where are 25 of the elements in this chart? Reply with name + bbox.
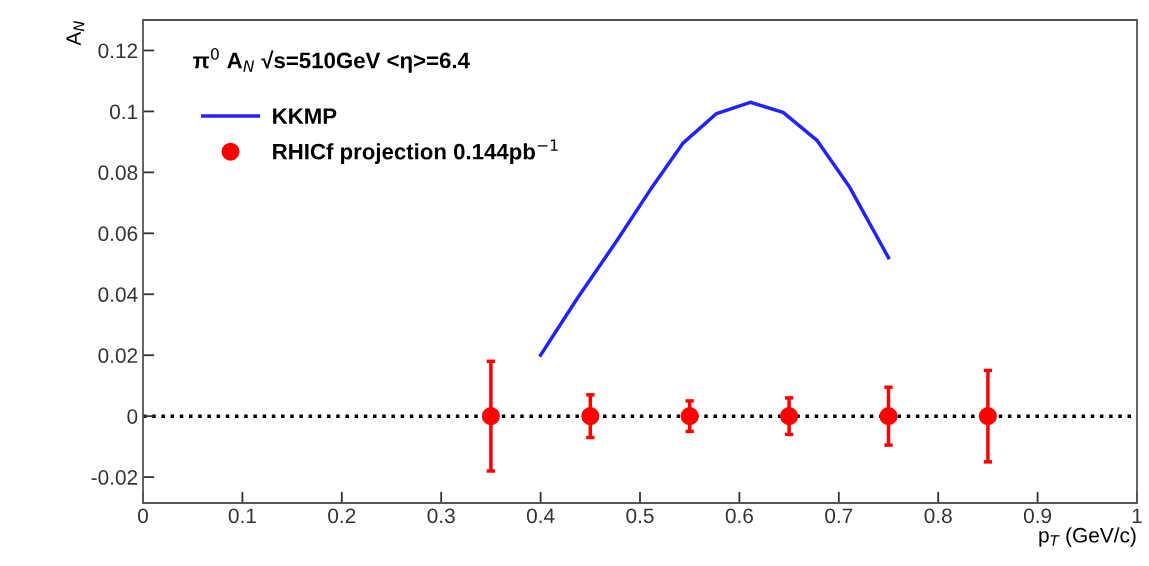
x-tick-label: 0 (138, 508, 148, 524)
annotation: π$^{0}$ A$_{N}$ √s=510GeV <η>=6.4 (193, 48, 470, 73)
y-tick-label: -0.02 (91, 470, 138, 485)
x-tick-label: 0.1 (228, 508, 256, 524)
y-tick-label: 0.06 (98, 226, 138, 242)
y-tick-label: 0 (127, 409, 138, 424)
x-tick-label: 0.9 (1023, 508, 1052, 524)
y-tick-label: 0.04 (98, 287, 138, 303)
x-tick-label: 0.3 (427, 508, 455, 524)
legend-label: KKMP (273, 108, 337, 124)
x-axis-title: p$_{T}$ (GeV/c) (1039, 527, 1136, 547)
x-tick-label: 0.4 (526, 508, 555, 524)
x-tick-label: 0.8 (924, 508, 952, 524)
y-tick-label: 0.12 (98, 43, 138, 59)
y-tick-label: 0.08 (98, 165, 138, 181)
x-tick-label: 1 (1132, 508, 1142, 523)
x-tick-label: 0.2 (328, 508, 356, 524)
y-tick-label: 0.1 (109, 104, 138, 120)
line-series (538, 100, 891, 357)
y-tick-label: 0.02 (98, 348, 138, 363)
x-tick-label: 0.7 (825, 508, 853, 524)
y-axis-title: A$_{N}$ (66, 21, 85, 46)
x-tick-label: 0.5 (626, 508, 654, 524)
x-tick-label: 0.6 (725, 508, 753, 524)
legend-label: RHICf projection 0.144pb$^{−1}$ (273, 139, 558, 164)
